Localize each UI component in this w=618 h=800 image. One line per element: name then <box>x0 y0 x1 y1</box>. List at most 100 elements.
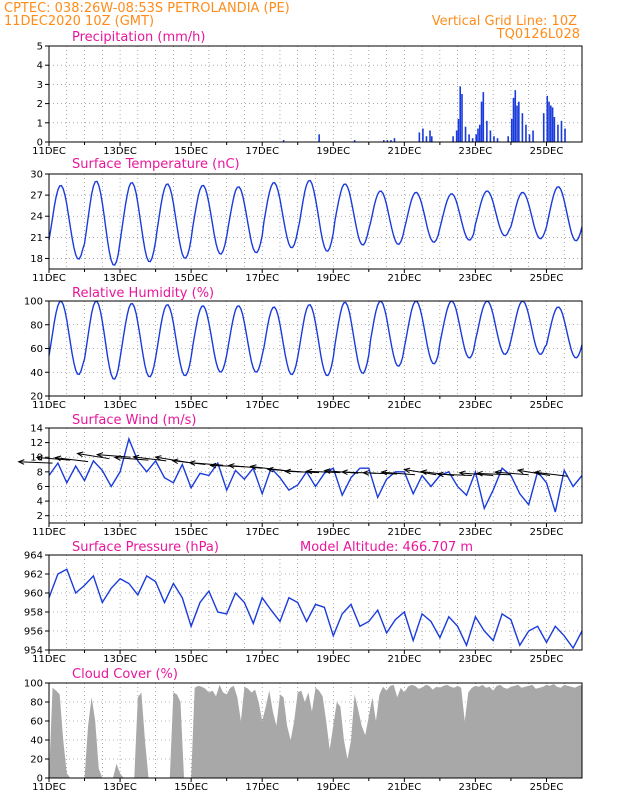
y-tick-label: 30 <box>30 170 43 181</box>
wind-arrowhead <box>419 469 428 475</box>
wind-arrowhead <box>209 462 217 469</box>
x-tick-label: 11DEC <box>32 782 66 793</box>
y-tick-label: 0 <box>37 774 43 785</box>
wind-arrowhead <box>171 458 179 464</box>
x-tick-label: 21DEC <box>387 654 421 665</box>
wind-arrowhead <box>516 468 525 474</box>
precip-bar <box>528 134 531 142</box>
wind-arrowhead <box>76 451 84 458</box>
precip-bar <box>521 113 524 142</box>
precip-bar <box>422 128 424 142</box>
wind-arrowhead <box>436 471 444 478</box>
precip-title: Precipitation (mm/h) <box>72 30 205 45</box>
y-tick-label: 18 <box>30 254 43 265</box>
wind-arrow <box>534 471 568 477</box>
x-tick-label: 19DEC <box>316 654 350 665</box>
precip-bar <box>425 136 428 142</box>
precip-bar <box>464 126 467 142</box>
wind-arrowhead <box>403 467 411 474</box>
x-tick-label: 23DEC <box>459 146 493 157</box>
precip-bar <box>496 138 499 142</box>
x-tick-label: 25DEC <box>530 782 564 793</box>
precip-bar <box>457 118 460 142</box>
wind-arrowhead <box>227 463 235 469</box>
wind-arrow <box>404 469 437 476</box>
precip-bar <box>475 134 477 142</box>
x-tick-label: 25DEC <box>530 273 564 284</box>
precip-bar <box>553 117 556 142</box>
series-line <box>48 300 583 380</box>
x-tick-label: 21DEC <box>387 400 421 411</box>
wind-arrow <box>477 472 511 476</box>
grid-line-note: Vertical Grid Line: 10Z <box>432 14 577 29</box>
wind-arrow <box>189 462 224 466</box>
wind-arrow <box>55 457 89 463</box>
wind-arrow <box>381 471 416 476</box>
x-tick-label: 19DEC <box>316 527 350 538</box>
x-tick-label: 21DEC <box>387 527 421 538</box>
y-tick-label: 4 <box>37 497 43 508</box>
precip-bar <box>455 130 458 142</box>
wind-arrowhead <box>533 470 541 476</box>
precip-bar <box>546 95 549 142</box>
y-tick-label: 964 <box>24 551 43 562</box>
x-tick-label: 21DEC <box>387 273 421 284</box>
y-tick-label: 962 <box>24 570 43 581</box>
pressure-title: Surface Pressure (hPa) <box>72 540 219 555</box>
precip-bar <box>512 97 515 142</box>
precip-bar <box>514 90 517 142</box>
x-tick-label: 23DEC <box>459 400 493 411</box>
y-tick-label: 2 <box>37 511 43 522</box>
x-tick-label: 17DEC <box>245 782 279 793</box>
precip-bar <box>560 120 563 142</box>
precip-bar <box>390 140 392 142</box>
panel-frame <box>48 173 583 270</box>
panel-3: 2 4 6 8 10 12 14 11DEC 13DEC 15DEC 17DEC 19DEC 21DEC… <box>17 424 583 538</box>
panel-4: 954 956 958 960 962 964 11DEC 13DEC 15DEC 17DEC 19… <box>24 551 583 665</box>
precip-bar <box>318 134 320 142</box>
precip-bar <box>493 136 495 142</box>
precip-bar <box>532 130 534 142</box>
y-tick-label: 40 <box>30 368 43 379</box>
y-tick-label: 1 <box>37 118 43 129</box>
y-tick-label: 3 <box>37 80 43 91</box>
x-tick-label: 15DEC <box>174 654 208 665</box>
cloud-cover-area <box>49 683 582 778</box>
x-tick-label: 23DEC <box>459 782 493 793</box>
panel-2: 20 40 60 80 100 11DEC 13DEC 15DEC 17DEC 19DEC 21DE… <box>24 297 583 411</box>
y-tick-label: 956 <box>24 627 43 638</box>
wind-arrow <box>306 470 341 474</box>
x-tick-label: 13DEC <box>103 654 137 665</box>
precip-bar <box>386 140 389 142</box>
x-tick-label: 23DEC <box>459 654 493 665</box>
wind-arrow <box>459 472 494 476</box>
precip-bar <box>482 92 485 142</box>
x-tick-label: 11DEC <box>32 654 66 665</box>
wind-title: Surface Wind (m/s) <box>72 413 196 428</box>
wind-arrow <box>18 461 53 464</box>
wind-arrow <box>517 469 551 476</box>
precip-bar <box>548 101 550 142</box>
y-tick-label: 100 <box>24 679 43 690</box>
wind-arrowhead <box>340 469 348 475</box>
y-tick-label: 24 <box>30 212 43 223</box>
x-tick-label: 15DEC <box>174 273 208 284</box>
wind-arrowhead <box>154 455 162 461</box>
panel-frame <box>48 45 583 143</box>
wind-arrowhead <box>266 466 274 473</box>
precip-bar <box>542 113 545 142</box>
precip-bar <box>459 86 462 142</box>
x-tick-label: 17DEC <box>245 527 279 538</box>
panel-frame <box>48 682 583 779</box>
temperature-title: Surface Temperature (nC) <box>72 157 240 172</box>
x-tick-label: 17DEC <box>245 146 279 157</box>
wind-arrow <box>114 456 149 461</box>
wind-arrowhead <box>35 455 43 461</box>
model-altitude: Model Altitude: 466.707 m <box>300 540 473 555</box>
precip-bar <box>429 130 431 142</box>
precip-bar <box>486 120 488 142</box>
wind-arrow <box>363 472 398 475</box>
panel-0: 0 1 2 3 4 5 11DEC 13DEC 15DEC 17DEC 19DEC 21DEC 23DE… <box>32 42 583 157</box>
x-tick-label: 13DEC <box>103 527 137 538</box>
